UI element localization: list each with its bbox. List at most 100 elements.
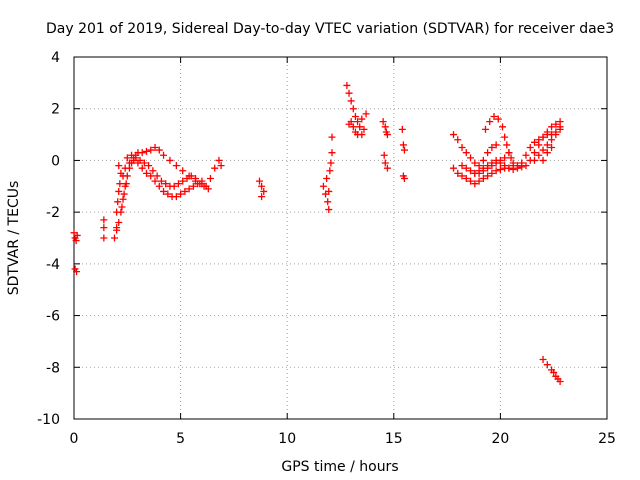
data-point: [556, 378, 564, 386]
data-point: [258, 193, 266, 201]
x-axis-label: GPS time / hours: [281, 459, 398, 475]
data-point: [522, 162, 530, 170]
data-point: [490, 112, 498, 120]
data-point: [187, 172, 195, 180]
data-point: [192, 175, 200, 183]
data-point: [258, 182, 266, 190]
y-tick-label: 4: [51, 50, 60, 66]
data-point: [119, 195, 127, 203]
data-point: [115, 187, 123, 195]
data-point: [479, 175, 487, 183]
data-point: [449, 164, 457, 172]
data-point: [509, 159, 517, 167]
data-point: [471, 159, 479, 167]
data-point: [492, 167, 500, 175]
data-point: [531, 149, 539, 157]
data-point: [543, 128, 551, 136]
data-point: [550, 368, 558, 376]
data-point: [543, 149, 551, 157]
x-tick-label: 25: [598, 431, 616, 447]
data-point: [494, 115, 502, 123]
data-point: [539, 146, 547, 154]
data-point: [484, 172, 492, 180]
data-point: [492, 159, 500, 167]
data-point: [522, 151, 530, 159]
data-point: [115, 218, 123, 226]
data-point: [382, 128, 390, 136]
x-tick-label: 0: [70, 431, 79, 447]
data-point: [185, 185, 193, 193]
data-point: [381, 123, 389, 131]
data-point: [189, 182, 197, 190]
data-point: [496, 165, 504, 173]
data-point: [458, 172, 466, 180]
y-tick-label: -8: [46, 360, 60, 376]
data-point: [351, 112, 359, 120]
data-point: [142, 147, 150, 155]
data-point: [177, 190, 185, 198]
data-point: [138, 164, 146, 172]
data-point: [380, 151, 388, 159]
data-point: [488, 169, 496, 177]
data-point: [155, 182, 163, 190]
data-point: [481, 125, 489, 133]
y-tick-label: 0: [51, 153, 60, 169]
data-point: [379, 118, 387, 126]
data-point: [398, 125, 406, 133]
data-point: [486, 118, 494, 126]
y-tick-label: -4: [46, 257, 60, 273]
data-point: [113, 208, 121, 216]
data-point: [100, 216, 108, 224]
chart-title: Day 201 of 2019, Sidereal Day-to-day VTE…: [46, 21, 614, 37]
data-point: [115, 162, 123, 170]
x-tick-label: 10: [278, 431, 296, 447]
data-point: [172, 162, 180, 170]
x-tick-label: 5: [176, 431, 185, 447]
data-point: [172, 193, 180, 201]
data-point: [136, 156, 144, 164]
data-point: [113, 224, 121, 232]
data-point: [505, 149, 513, 157]
data-point: [327, 159, 335, 167]
tick-layer: 0 5 10 15 20 25 -10 -8 -6 -4 -2 0 2 4: [37, 50, 616, 447]
data-point: [324, 198, 332, 206]
data-point: [505, 164, 513, 172]
data-point: [349, 105, 357, 113]
y-tick-label: 2: [51, 102, 60, 118]
data-point: [358, 115, 366, 123]
data-point: [326, 167, 334, 175]
data-point: [513, 162, 521, 170]
data-point: [475, 177, 483, 185]
data-point: [142, 169, 150, 177]
data-point: [160, 187, 168, 195]
data-point: [120, 190, 128, 198]
data-point: [181, 187, 189, 195]
data-point: [128, 151, 136, 159]
data-point: [122, 180, 130, 188]
data-point: [157, 177, 165, 185]
data-point: [166, 156, 174, 164]
data-point: [543, 141, 551, 149]
data-point: [543, 361, 551, 369]
data-point: [319, 182, 327, 190]
data-point: [217, 162, 225, 170]
data-point: [138, 149, 146, 157]
data-point: [548, 136, 556, 144]
data-point: [467, 154, 475, 162]
data-point: [449, 131, 457, 139]
data-point: [121, 164, 129, 172]
data-point: [539, 133, 547, 141]
data-point: [179, 167, 187, 175]
y-tick-label: -2: [46, 205, 60, 221]
data-point: [552, 120, 560, 128]
data-point: [507, 154, 515, 162]
data-point: [471, 169, 479, 177]
data-point: [325, 187, 333, 195]
data-point: [211, 164, 219, 172]
data-point: [467, 167, 475, 175]
data-point: [526, 144, 534, 151]
data-point: [501, 154, 509, 162]
data-point: [488, 162, 496, 170]
data-point: [196, 180, 204, 188]
data-point: [400, 146, 408, 154]
